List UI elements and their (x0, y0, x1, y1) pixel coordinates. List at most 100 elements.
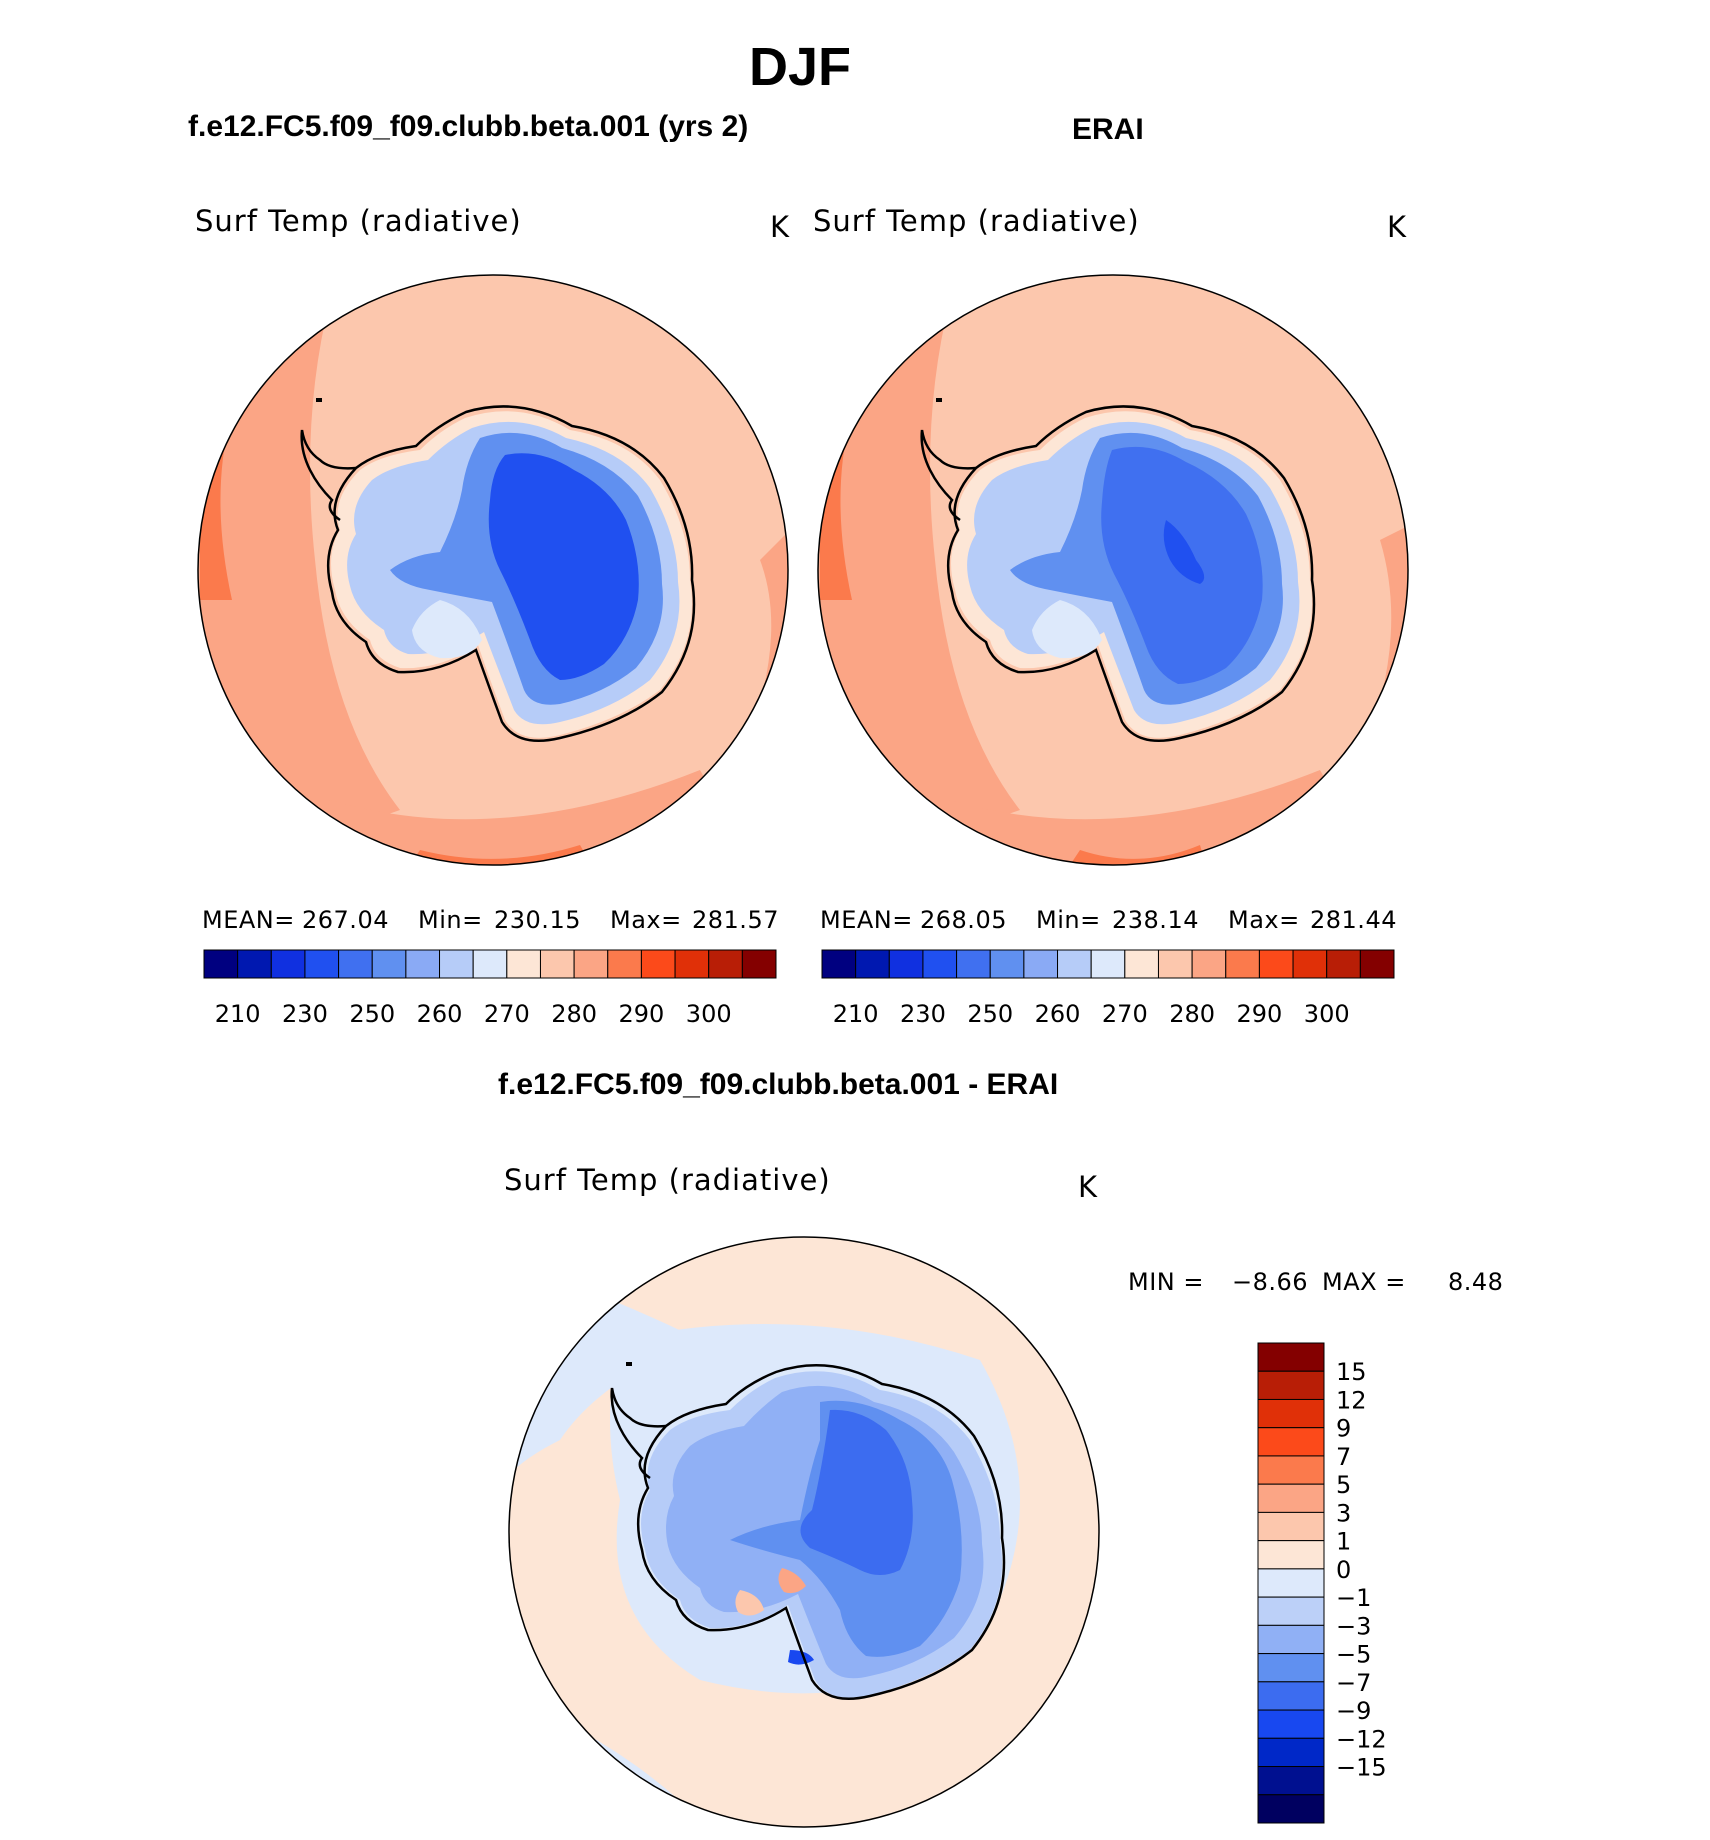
diff-ross-warm-2 (735, 1590, 764, 1616)
model-colorbar-box (573, 949, 609, 979)
diff-colorbar-tick: 3 (1336, 1499, 1351, 1527)
obs-colorbar-box (1326, 949, 1361, 979)
obs-weddell-cool (1032, 600, 1102, 659)
model-colorbar-tick: 270 (484, 1000, 530, 1028)
diff-colorbar-box (1257, 1370, 1325, 1400)
diff-colorbar-tick: 0 (1336, 1556, 1351, 1584)
diff-colorbar-box (1257, 1398, 1325, 1429)
diff-colorbar-box (1257, 1511, 1325, 1542)
model-colorbar-box (674, 949, 710, 979)
obs-min-value: 238.14 (1112, 906, 1199, 934)
diff-colorbar-tick: 7 (1336, 1443, 1351, 1471)
obs-peninsula-coastline (920, 429, 977, 522)
diff-min-label: MIN = (1128, 1268, 1204, 1296)
model-warmest-south (400, 845, 600, 865)
obs-colorbar-tick: 290 (1237, 1000, 1283, 1028)
obs-colorbar-box (1225, 949, 1260, 979)
model-map (197, 274, 789, 866)
obs-colorbar-tick: 270 (1102, 1000, 1148, 1028)
obs-colorbar-box (1258, 949, 1294, 979)
diff-map (508, 1236, 1100, 1828)
obs-colorbar-box (821, 949, 857, 979)
model-max-label: Max= (610, 906, 682, 934)
diff-ross-cold (788, 1650, 814, 1665)
obs-mean-label: MEAN= (820, 906, 913, 934)
model-peninsula-coastline (300, 429, 357, 522)
model-colorbar-tick: 250 (349, 1000, 395, 1028)
main-title: DJF (748, 37, 851, 97)
model-colorbar-box (371, 949, 407, 979)
model-colorbar-box (439, 949, 474, 979)
model-colorbar-box (506, 949, 541, 979)
model-colorbar-box (708, 949, 743, 979)
diff-min-value: −8.66 (1232, 1268, 1309, 1296)
obs-colorbar-tick: 210 (833, 1000, 879, 1028)
diff-colorbar-box (1257, 1455, 1325, 1485)
model-min-label: Min= (418, 906, 483, 934)
obs-min-label: Min= (1036, 906, 1101, 934)
model-colorbar-box (472, 949, 508, 979)
model-colorbar-box (270, 949, 306, 979)
diff-panel-title: f.e12.FC5.f09_f09.clubb.beta.001 - ERAI (498, 1068, 1059, 1101)
diff-colorbar-box (1257, 1596, 1325, 1626)
diff-ross-warm (778, 1568, 806, 1594)
model-min-value: 230.15 (494, 906, 581, 934)
diff-var-label: Surf Temp (radiative) (504, 1163, 831, 1197)
obs-colorbar-box (888, 949, 924, 979)
model-colorbar-tick: 230 (282, 1000, 328, 1028)
obs-colorbar-box (956, 949, 991, 979)
diff-island (626, 1362, 632, 1366)
model-colorbar: 210 230 250 260 270 280 290 300 (203, 949, 777, 1028)
model-colorbar-box (607, 949, 642, 979)
model-colorbar-tick: 290 (619, 1000, 665, 1028)
diff-colorbar-box (1257, 1483, 1325, 1513)
diff-colorbar-box (1257, 1737, 1325, 1768)
model-panel-title: f.e12.FC5.f09_f09.clubb.beta.001 (yrs 2) (188, 110, 749, 143)
obs-units: K (1387, 210, 1408, 244)
obs-colorbar-box (1023, 949, 1059, 979)
model-var-label: Surf Temp (radiative) (195, 204, 522, 238)
obs-colorbar-tick: 280 (1169, 1000, 1215, 1028)
diff-antarctica-core (800, 1409, 913, 1575)
obs-colorbar-box (1292, 949, 1328, 979)
obs-colorbar-tick: 300 (1304, 1000, 1350, 1028)
model-colorbar-box (640, 949, 676, 979)
diff-colorbar-box (1257, 1653, 1325, 1683)
model-colorbar-tick: 260 (417, 1000, 463, 1028)
obs-colorbar-box (855, 949, 890, 979)
diff-colorbar-tick: −7 (1336, 1669, 1371, 1697)
model-colorbar-box (304, 949, 340, 979)
obs-colorbar-box (1090, 949, 1126, 979)
diff-colorbar-tick: −15 (1336, 1754, 1387, 1782)
model-colorbar-box (741, 949, 777, 979)
model-mean-value: 267.04 (302, 906, 389, 934)
model-antarctica-coastline (326, 405, 696, 742)
diff-units: K (1078, 1170, 1099, 1204)
obs-warmest-south (1060, 845, 1210, 865)
obs-panel-title: ERAI (1072, 113, 1144, 146)
obs-colorbar-box (989, 949, 1025, 979)
diff-colorbar-tick: 1 (1336, 1528, 1351, 1556)
diff-colorbar-box (1257, 1766, 1325, 1796)
obs-colorbar-box (1191, 949, 1227, 979)
diff-colorbar-tick: −12 (1336, 1725, 1387, 1753)
model-island (316, 398, 322, 402)
obs-var-label: Surf Temp (radiative) (813, 204, 1140, 238)
diff-colorbar-tick: −9 (1336, 1697, 1371, 1725)
model-colorbar-tick: 280 (551, 1000, 597, 1028)
diff-map-boundary (508, 1236, 1100, 1828)
model-colorbar-box (539, 949, 575, 979)
diff-colorbar-box (1257, 1342, 1325, 1372)
diff-colorbar-tick: −3 (1336, 1612, 1371, 1640)
model-antarctica-core (488, 453, 639, 680)
diff-max-label: MAX = (1322, 1268, 1406, 1296)
diff-max-value: 8.48 (1448, 1268, 1504, 1296)
obs-map-boundary (817, 274, 1409, 866)
obs-island (936, 398, 942, 402)
obs-antarctica-coastline (946, 405, 1316, 742)
model-colorbar-box (237, 949, 272, 979)
diff-colorbar-box (1257, 1794, 1325, 1824)
obs-map (817, 274, 1409, 866)
diff-colorbar-tick: 15 (1336, 1358, 1367, 1386)
